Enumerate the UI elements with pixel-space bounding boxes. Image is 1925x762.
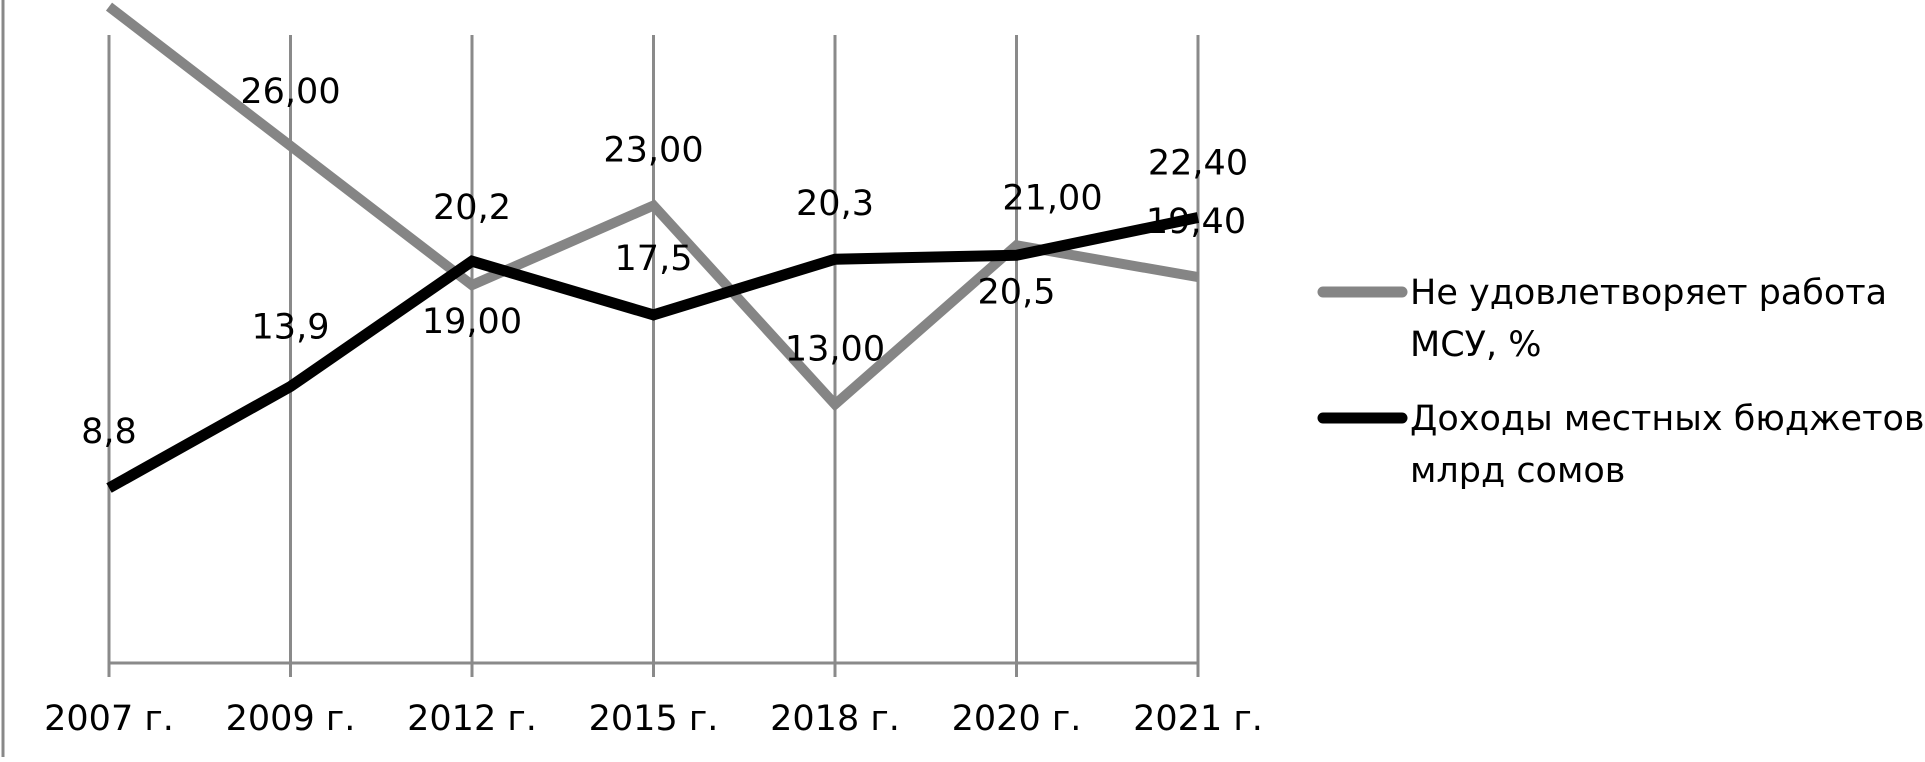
data-label: 20,3 xyxy=(796,184,874,224)
data-label: 17,5 xyxy=(615,239,693,279)
data-label: 13,9 xyxy=(252,308,330,348)
data-label: 21,00 xyxy=(1002,178,1102,218)
data-label: 23,00 xyxy=(603,131,703,171)
legend-label: Не удовлетворяет работа xyxy=(1410,273,1887,313)
x-tick-label: 2012 г. xyxy=(407,699,537,739)
data-label: 8,8 xyxy=(81,412,137,452)
data-label: 20,2 xyxy=(433,188,511,228)
data-label: 19,40 xyxy=(1146,202,1246,242)
series-lines xyxy=(105,2,1200,493)
legend-label: Доходы местных бюджетов, xyxy=(1410,399,1925,439)
x-tick-label: 2018 г. xyxy=(770,699,900,739)
legend: Не удовлетворяет работа МСУ, % Доходы мест… xyxy=(1317,273,1925,491)
x-axis: 2007 г. 2009 г. 2012 г. 2015 г. 2018 г. 2020 … xyxy=(44,661,1263,739)
data-label: 13,00 xyxy=(785,329,885,369)
x-tick-label: 2020 г. xyxy=(952,699,1082,739)
x-tick-label: 2021 г. xyxy=(1133,699,1263,739)
data-label: 19,00 xyxy=(422,302,522,342)
x-tick-label: 2007 г. xyxy=(44,699,174,739)
data-labels: 33,0026,0019,0023,0013,0021,0019,408,813… xyxy=(81,72,1248,452)
legend-label: МСУ, % xyxy=(1410,325,1541,365)
data-label: 20,5 xyxy=(978,272,1056,312)
x-tick-label: 2009 г. xyxy=(226,699,356,739)
legend-label: млрд сомов xyxy=(1410,451,1625,491)
series-line-1 xyxy=(106,212,1200,493)
data-label: 22,40 xyxy=(1148,143,1248,183)
data-label: 26,00 xyxy=(240,72,340,112)
series-line-0 xyxy=(105,2,1199,412)
x-tick-label: 2015 г. xyxy=(589,699,719,739)
